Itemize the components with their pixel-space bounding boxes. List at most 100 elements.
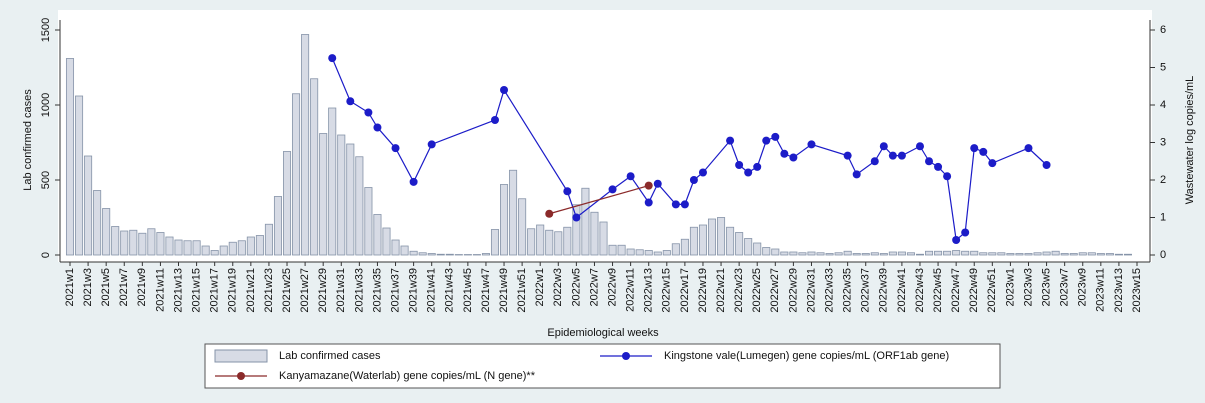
x-tick-label: 2023w13 [1113,268,1125,313]
marker [897,151,906,160]
bar [608,244,617,256]
bar [355,156,364,256]
bar [400,245,409,256]
bar [373,214,382,256]
bar [264,223,273,256]
x-tick-label: 2022w23 [733,268,745,313]
y-tick-label: 1000 [40,93,52,117]
bar [644,250,653,256]
bar [536,224,545,256]
x-tick-label: 2022w45 [932,268,944,313]
marker [680,200,689,209]
bar [879,253,888,256]
marker [391,144,400,153]
bar [1114,253,1123,256]
bar [237,240,246,256]
x-tick-label: 2021w25 [281,268,293,313]
marker [373,123,382,132]
marker [753,162,762,171]
x-tick-label: 2021w17 [209,268,221,313]
bar [744,238,753,256]
marker [500,86,509,94]
bar [662,250,671,256]
y2-axis-title: Wastewater log copies/mL [1184,76,1196,205]
bar [192,240,201,256]
bar [1024,253,1033,256]
bar [174,239,183,256]
x-tick-label: 2022w13 [643,268,655,313]
bar [111,226,120,256]
y2-tick-label: 5 [1160,61,1166,73]
bar [581,187,590,256]
bar [762,247,771,256]
bar [436,253,445,256]
bar [653,251,662,256]
x-tick-label: 2021w27 [299,268,311,313]
bar [798,252,807,256]
y-tick-label: 1500 [40,18,52,42]
x-tick-label: 2022w7 [588,268,600,307]
marker [608,185,617,194]
bar [490,229,500,256]
bar [292,93,301,256]
bar [1105,253,1114,256]
bar [301,34,310,256]
x-tick-label: 2021w7 [118,268,130,307]
x-tick-label: 2021w47 [480,268,492,313]
y2-tick-label: 3 [1160,136,1166,148]
x-tick-label: 2022w37 [860,268,872,313]
x-tick-label: 2023w15 [1131,268,1143,313]
bar [906,252,915,256]
bar [1123,253,1132,256]
bar [1096,253,1105,256]
x-tick-label: 2022w15 [661,268,673,313]
marker [879,142,888,151]
x-tick-label: 2022w39 [878,268,890,313]
bar [897,251,906,256]
x-tick-label: 2022w21 [715,268,727,313]
marker [807,140,816,149]
bar [545,229,554,256]
x-tick-label: 2021w13 [172,268,184,313]
bar [1006,253,1015,256]
x-tick-label: 2021w31 [335,268,347,313]
bar [138,232,147,256]
bar [418,252,427,256]
x-tick-label: 2021w19 [227,268,239,313]
bar [84,155,93,256]
bar [671,243,680,256]
x-tick-label: 2021w33 [353,268,365,313]
marker [843,151,852,160]
bar [617,244,626,256]
marker [572,213,581,222]
bar [852,253,861,256]
bar [563,226,572,256]
bar [970,250,979,256]
marker [735,161,744,169]
bar [391,239,400,256]
legend-label: Kingstone vale(Lumegen) gene copies/mL (… [664,350,949,362]
x-tick-label: 2021w11 [154,268,166,312]
marker [780,149,789,158]
x-tick-label: 2022w33 [823,268,835,313]
bar [979,252,988,256]
bar [861,253,870,256]
marker [970,144,979,153]
bar [952,250,961,256]
bar [590,211,599,256]
x-tick-label: 2021w37 [389,268,401,313]
marker [726,136,735,145]
legend-box [204,343,1001,389]
bar [129,229,138,256]
bar [282,151,292,256]
bar [409,250,418,256]
bar [943,250,952,256]
marker [409,177,418,186]
marker [671,200,680,209]
marker [915,142,924,151]
bar [961,250,970,256]
bar [753,242,762,256]
bar [156,232,165,256]
bar [843,250,852,256]
bar [518,198,527,256]
